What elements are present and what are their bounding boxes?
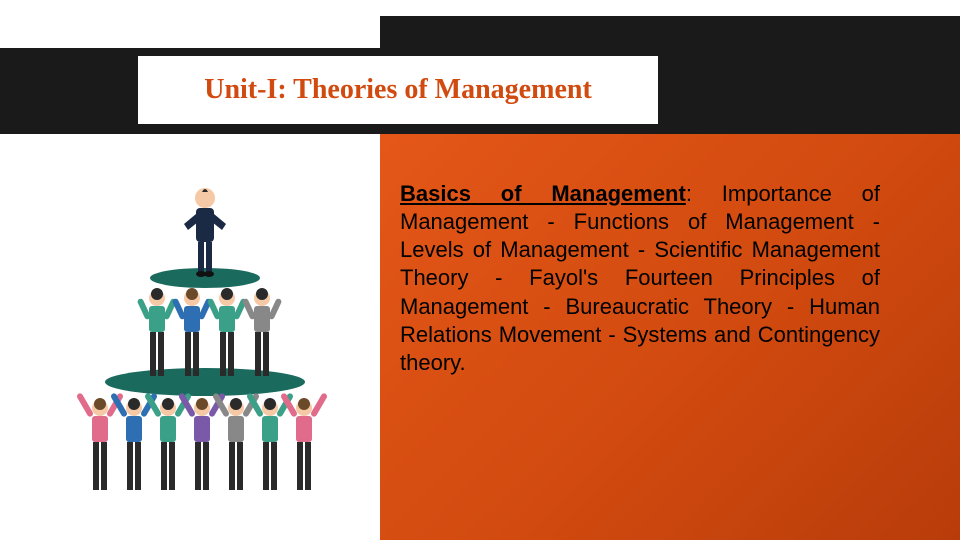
page-title: Unit-I: Theories of Management xyxy=(204,74,592,106)
title-box: Unit-I: Theories of Management xyxy=(138,56,658,124)
slide-root: Unit-I: Theories of Management Basics of… xyxy=(0,0,960,540)
orange-top-dark-strip xyxy=(380,16,960,48)
body-heading-suffix: : xyxy=(686,181,722,206)
body-content: Importance of Management - Functions of … xyxy=(400,181,880,375)
pyramid-illustration xyxy=(70,170,340,510)
body-paragraph: Basics of Management: Importance of Mana… xyxy=(400,180,880,377)
body-heading: Basics of Management xyxy=(400,181,686,206)
